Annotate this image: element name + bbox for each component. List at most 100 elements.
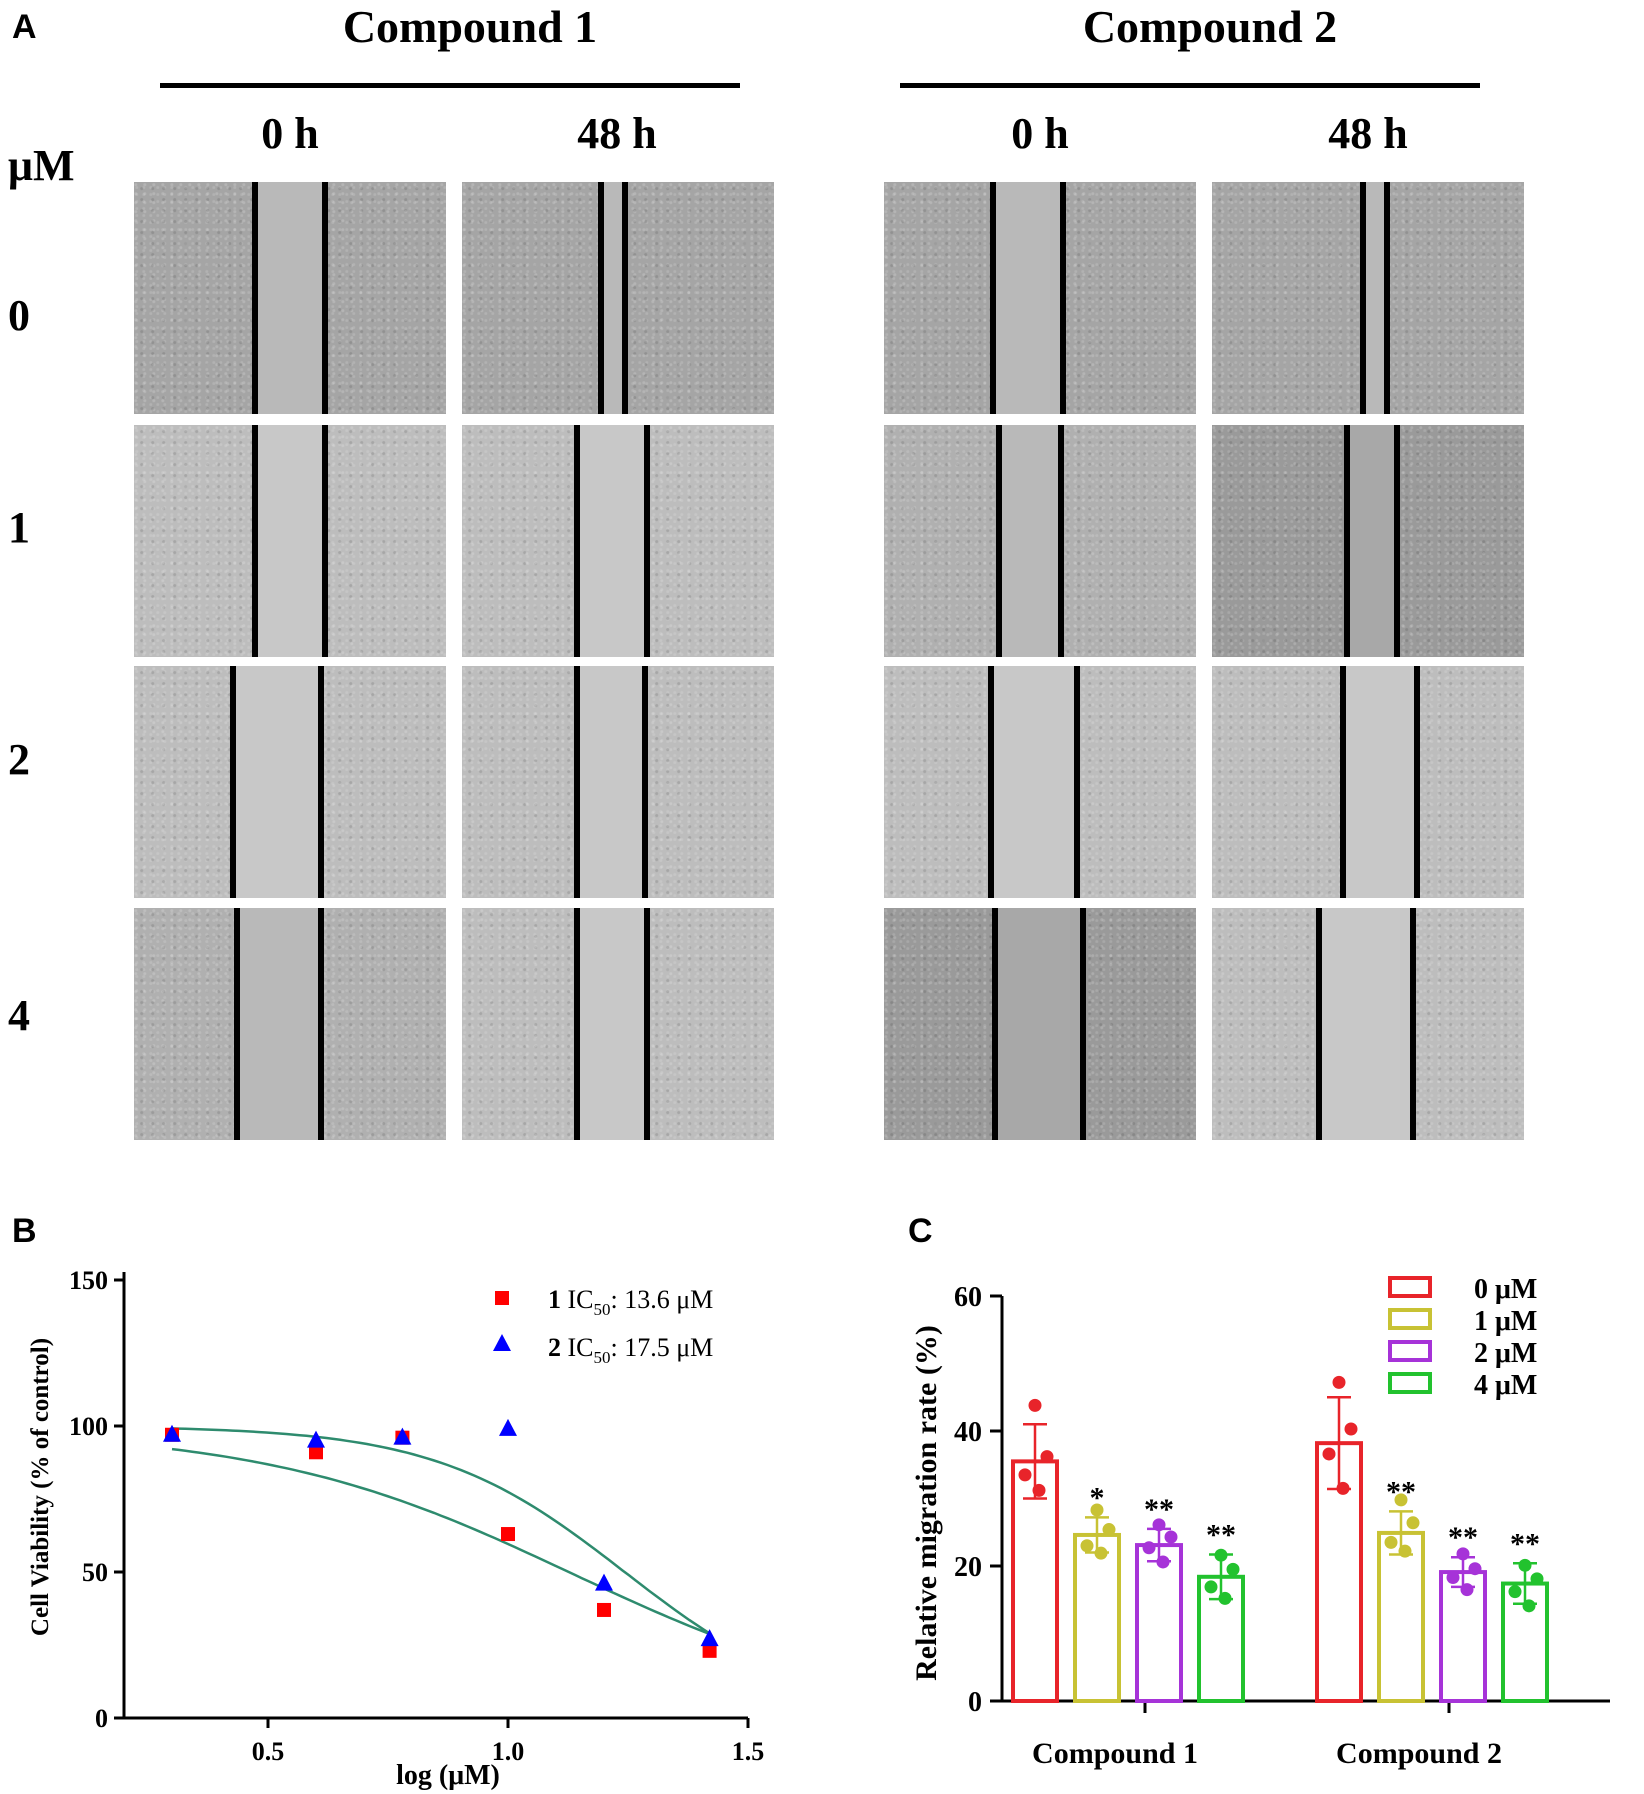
wound-image-c2-48h-4uM [1212,908,1524,1140]
wound-image-c2-48h-1uM [1212,425,1524,657]
c-ytick-label: 60 [954,1282,982,1313]
wound-image-c1-0h-0uM [134,182,446,414]
b-ytick-label: 150 [69,1266,108,1295]
b-point-1 [702,1643,717,1658]
c-legend-swatch-1 [1388,1308,1432,1330]
c-significance: ** [1144,1493,1174,1526]
c-datapoint [1204,1580,1218,1594]
c-datapoint [1398,1544,1412,1558]
compound-2-title: Compound 2 [1082,1,1338,52]
c-significance: * [1090,1481,1105,1514]
b-fit-curve-1 [171,1447,711,1636]
c-datapoint [1322,1447,1336,1461]
b-legend-marker-1 [495,1291,509,1305]
c-datapoint [1384,1535,1398,1549]
b-point-2 [499,1418,517,1436]
compound-2-rule [900,83,1480,88]
c-legend-label-2: 2 μM [1474,1338,1537,1369]
b-ytick-label: 0 [95,1704,108,1733]
c1-time-48h: 48 h [577,109,657,158]
b-point-2 [700,1629,719,1647]
b-xtick-label: 1.5 [732,1737,765,1766]
wound-image-c1-0h-1uM [134,425,446,657]
c-datapoint [1530,1572,1544,1586]
c-legend-label-3: 4 μM [1474,1370,1537,1401]
c-legend-label-1: 1 μM [1474,1306,1537,1337]
c-category-label: Compound 1 [1032,1737,1198,1770]
c2-time-0h: 0 h [1011,109,1069,158]
b-xtick-label: 1.0 [492,1737,525,1766]
wound-image-c1-48h-1uM [462,425,774,657]
c-datapoint [1164,1530,1178,1544]
c-datapoint [1336,1481,1350,1495]
conc-label-4: 4 [8,991,30,1040]
c-datapoint [1394,1493,1408,1507]
b-point-2 [163,1424,181,1442]
wound-image-c2-0h-1uM [884,425,1196,657]
b-point-2 [393,1427,412,1445]
c-significance: ** [1510,1527,1540,1560]
c-bar-1-0 [1315,1441,1363,1703]
c2-time-48h: 48 h [1328,109,1408,158]
c-datapoint [1094,1546,1108,1560]
c-datapoint [1018,1468,1032,1482]
wound-image-c2-48h-2uM [1212,666,1524,898]
c-bar-1-1 [1377,1530,1425,1703]
b-fit-curve-2 [171,1427,711,1635]
c-significance: ** [1386,1475,1416,1508]
c-datapoint [1460,1583,1474,1597]
panel-a-letter: A [12,8,37,46]
c-datapoint [1156,1555,1170,1569]
b-xlabel: log (μM) [396,1760,500,1791]
b-legend-label-2: 2 IC50: 17.5 μM [548,1333,713,1367]
b-legend-label-1: 1 IC50: 13.6 μM [548,1285,713,1319]
c-datapoint [1218,1591,1232,1605]
b-legend-marker-2 [493,1334,511,1351]
c-ylabel: Relative migration rate (%) [910,1325,943,1681]
c-bar-0-1 [1073,1532,1121,1704]
compound-1-rule [160,83,740,88]
c-datapoint [1508,1585,1522,1599]
compound-1-title: Compound 1 [342,1,598,52]
b-point-2 [307,1430,325,1448]
b-point-1 [501,1527,515,1542]
c-datapoint [1446,1570,1460,1584]
c-category-label: Compound 2 [1336,1737,1502,1770]
c-datapoint [1522,1599,1536,1613]
wound-image-c2-48h-0uM [1212,182,1524,414]
c-ytick-label: 40 [954,1417,982,1448]
wound-image-c2-0h-4uM [884,908,1196,1140]
wound-image-c1-0h-2uM [134,666,446,898]
c-datapoint [1468,1562,1482,1576]
c-datapoint [1406,1516,1420,1530]
c-datapoint [1090,1503,1104,1517]
b-point-2 [595,1573,613,1591]
c-datapoint [1214,1548,1228,1562]
conc-label-2: 2 [8,735,30,784]
b-point-1 [309,1445,323,1460]
c-datapoint [1518,1558,1532,1572]
c-legend-label-0: 0 μM [1474,1274,1537,1305]
c-datapoint [1332,1375,1346,1389]
c-datapoint [1142,1541,1156,1555]
conc-label-1: 1 [8,503,30,552]
c-datapoint [1226,1562,1240,1576]
wound-image-c2-0h-0uM [884,182,1196,414]
wound-image-c1-48h-2uM [462,666,774,898]
c-legend-swatch-2 [1388,1340,1432,1362]
c-significance: ** [1206,1519,1236,1552]
c-datapoint [1028,1398,1042,1412]
c-datapoint [1152,1518,1166,1532]
b-ytick-label: 50 [82,1558,108,1587]
conc-label-0: 0 [8,291,30,340]
wound-image-c2-0h-2uM [884,666,1196,898]
c-bar-0-2 [1135,1543,1183,1704]
b-ytick-label: 100 [69,1412,108,1441]
unit-label: μM [8,141,75,190]
c-bar-0-0 [1011,1459,1059,1703]
c-significance: ** [1448,1521,1478,1554]
panel-b-letter: B [12,1212,37,1250]
viability-chart: 0 50 100 150 0.5 1.0 1.5 1 IC50: 13.6 μM 2 IC50… [27,1266,765,1791]
c-legend-swatch-3 [1388,1372,1432,1394]
